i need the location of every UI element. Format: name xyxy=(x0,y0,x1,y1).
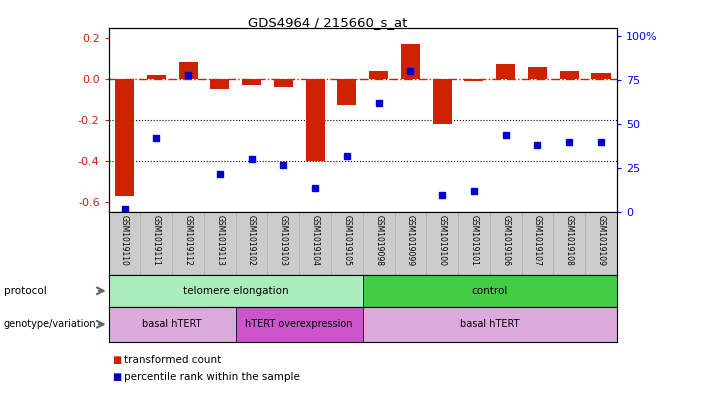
Bar xyxy=(242,79,261,85)
Bar xyxy=(306,79,325,161)
Bar xyxy=(369,71,388,79)
Bar xyxy=(401,44,420,79)
Text: GSM1019098: GSM1019098 xyxy=(374,215,383,266)
Text: GSM1019103: GSM1019103 xyxy=(279,215,288,266)
Bar xyxy=(522,212,553,275)
Bar xyxy=(274,79,293,87)
Bar xyxy=(592,73,611,79)
Bar xyxy=(426,212,458,275)
Bar xyxy=(496,64,515,79)
Text: GSM1019099: GSM1019099 xyxy=(406,215,415,266)
Text: telomere elongation: telomere elongation xyxy=(183,286,289,296)
Bar xyxy=(331,212,363,275)
Bar xyxy=(395,212,426,275)
Bar xyxy=(363,307,617,342)
Text: GSM1019106: GSM1019106 xyxy=(501,215,510,266)
Bar xyxy=(236,307,363,342)
Bar xyxy=(433,79,451,124)
Bar xyxy=(109,212,140,275)
Text: GSM1019107: GSM1019107 xyxy=(533,215,542,266)
Text: genotype/variation: genotype/variation xyxy=(4,319,96,329)
Bar xyxy=(299,212,331,275)
Text: percentile rank within the sample: percentile rank within the sample xyxy=(124,372,300,382)
Bar xyxy=(109,275,363,307)
Text: hTERT overexpression: hTERT overexpression xyxy=(245,319,353,329)
Text: control: control xyxy=(472,286,508,296)
Bar xyxy=(210,79,229,89)
Text: GSM1019113: GSM1019113 xyxy=(215,215,224,266)
Bar xyxy=(147,75,166,79)
Text: GSM1019109: GSM1019109 xyxy=(597,215,606,266)
Bar xyxy=(236,212,268,275)
Bar xyxy=(559,71,579,79)
Bar xyxy=(109,307,236,342)
Bar xyxy=(528,66,547,79)
Text: GSM1019104: GSM1019104 xyxy=(311,215,320,266)
Bar xyxy=(458,212,490,275)
Text: GSM1019105: GSM1019105 xyxy=(342,215,351,266)
Bar xyxy=(179,62,198,79)
Bar xyxy=(490,212,522,275)
Text: GSM1019100: GSM1019100 xyxy=(437,215,447,266)
Bar xyxy=(465,79,484,81)
Text: transformed count: transformed count xyxy=(124,354,222,365)
Text: GSM1019110: GSM1019110 xyxy=(120,215,129,266)
Bar xyxy=(115,79,134,196)
Text: GSM1019108: GSM1019108 xyxy=(565,215,573,266)
Text: GSM1019111: GSM1019111 xyxy=(152,215,161,266)
Text: GSM1019101: GSM1019101 xyxy=(470,215,479,266)
Text: GSM1019112: GSM1019112 xyxy=(184,215,193,266)
Bar xyxy=(585,212,617,275)
Text: ■: ■ xyxy=(112,372,121,382)
Bar xyxy=(268,212,299,275)
Text: GSM1019102: GSM1019102 xyxy=(247,215,256,266)
Text: basal hTERT: basal hTERT xyxy=(460,319,519,329)
Text: basal hTERT: basal hTERT xyxy=(142,319,202,329)
Text: GDS4964 / 215660_s_at: GDS4964 / 215660_s_at xyxy=(248,16,407,29)
Bar xyxy=(140,212,172,275)
Bar xyxy=(363,212,395,275)
Bar xyxy=(172,212,204,275)
Text: protocol: protocol xyxy=(4,286,46,296)
Bar xyxy=(204,212,236,275)
Text: ■: ■ xyxy=(112,354,121,365)
Bar xyxy=(337,79,356,105)
Bar xyxy=(553,212,585,275)
Bar xyxy=(363,275,617,307)
